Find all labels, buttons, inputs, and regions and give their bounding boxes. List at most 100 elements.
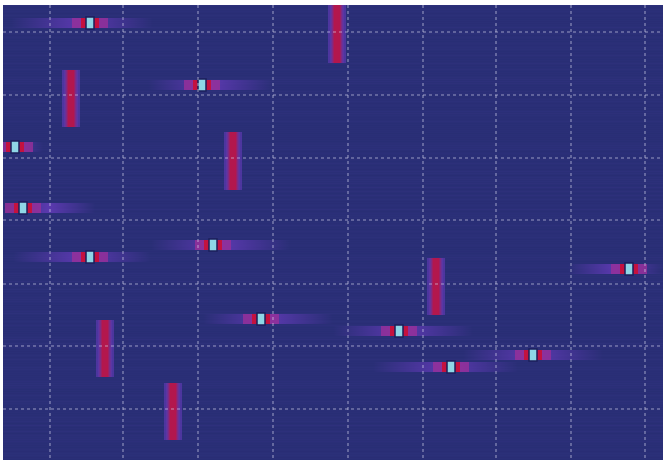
noise-row	[3, 225, 663, 226]
noise-row	[3, 285, 663, 286]
noise-row	[3, 253, 663, 254]
noise-row	[3, 141, 663, 142]
vburst-core	[98, 320, 112, 377]
noise-row	[3, 453, 663, 454]
noise-row	[3, 135, 663, 136]
noise-row	[3, 277, 663, 278]
noise-row	[3, 269, 663, 270]
noise-row	[3, 201, 663, 202]
noise-row	[3, 363, 663, 364]
noise-row	[3, 123, 663, 124]
noise-row	[3, 379, 663, 380]
noise-row	[3, 233, 663, 234]
noise-row	[3, 347, 663, 348]
noise-row	[3, 103, 663, 104]
noise-row	[3, 377, 663, 378]
noise-row	[3, 381, 663, 382]
noise-row	[3, 211, 663, 212]
noise-row	[3, 197, 663, 198]
noise-row	[3, 435, 663, 436]
noise-row	[3, 425, 663, 426]
noise-row	[3, 143, 663, 144]
noise-row	[3, 267, 663, 268]
noise-row	[3, 289, 663, 290]
burst-peak	[446, 360, 456, 374]
noise-row	[3, 451, 663, 452]
noise-row	[3, 437, 663, 438]
noise-row	[3, 203, 663, 204]
noise-row	[3, 157, 663, 158]
noise-row	[3, 125, 663, 126]
noise-row	[3, 275, 663, 276]
noise-row	[3, 109, 663, 110]
noise-row	[3, 441, 663, 442]
noise-row	[3, 131, 663, 132]
noise-row	[3, 303, 663, 304]
noise-row	[3, 247, 663, 248]
noise-row	[3, 159, 663, 160]
noise-row	[3, 127, 663, 128]
noise-row	[3, 195, 663, 196]
noise-row	[3, 175, 663, 176]
noise-row	[3, 257, 663, 258]
noise-row	[3, 101, 663, 102]
noise-row	[3, 117, 663, 118]
noise-row	[3, 401, 663, 402]
noise-row	[3, 357, 663, 358]
noise-row	[3, 243, 663, 244]
vburst-core	[166, 383, 180, 440]
noise-row	[3, 427, 663, 428]
noise-row	[3, 105, 663, 106]
noise-row	[3, 305, 663, 306]
noise-row	[3, 245, 663, 246]
noise-row	[3, 65, 663, 66]
noise-row	[3, 371, 663, 372]
noise-row	[3, 409, 663, 410]
noise-row	[3, 311, 663, 312]
noise-row	[3, 179, 663, 180]
noise-row	[3, 89, 663, 90]
grid-lines	[3, 5, 663, 460]
noise-row	[3, 231, 663, 232]
noise-row	[3, 399, 663, 400]
burst-peak	[197, 78, 207, 92]
noise-row	[3, 361, 663, 362]
noise-row	[3, 63, 663, 64]
noise-row	[3, 177, 663, 178]
noise-row	[3, 439, 663, 440]
noise-row	[3, 207, 663, 208]
noise-row	[3, 383, 663, 384]
noise-row	[3, 181, 663, 182]
noise-row	[3, 351, 663, 352]
noise-row	[3, 83, 663, 84]
noise-row	[3, 189, 663, 190]
noise-row	[3, 99, 663, 100]
noise-row	[3, 71, 663, 72]
noise-row	[3, 457, 663, 458]
noise-row	[3, 213, 663, 214]
noise-row	[3, 389, 663, 390]
noise-row	[3, 259, 663, 260]
noise-row	[3, 97, 663, 98]
noise-row	[3, 255, 663, 256]
burst-peak	[256, 312, 266, 326]
noise-row	[3, 345, 663, 346]
noise-row	[3, 421, 663, 422]
noise-row	[3, 355, 663, 356]
noise-row	[3, 391, 663, 392]
noise-row	[3, 395, 663, 396]
noise-row	[3, 251, 663, 252]
noise-row	[3, 339, 663, 340]
noise-row	[3, 263, 663, 264]
burst-peak	[624, 262, 634, 276]
noise-row	[3, 185, 663, 186]
noise-row	[3, 405, 663, 406]
noise-row	[3, 115, 663, 116]
plot-background	[3, 5, 663, 460]
noise-row	[3, 445, 663, 446]
noise-row	[3, 215, 663, 216]
burst-peak	[85, 16, 95, 30]
noise-row	[3, 293, 663, 294]
noise-row	[3, 191, 663, 192]
spectrogram-plot	[3, 5, 663, 460]
